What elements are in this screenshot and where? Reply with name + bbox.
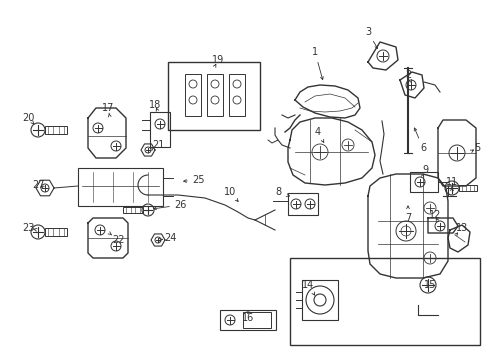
Bar <box>229 74 245 116</box>
Text: 17: 17 <box>102 103 114 113</box>
Bar <box>220 310 276 330</box>
Text: 11: 11 <box>446 177 458 187</box>
Text: 27: 27 <box>32 180 44 190</box>
Bar <box>410 172 438 192</box>
Text: 16: 16 <box>242 313 254 323</box>
Bar <box>123 207 143 213</box>
Text: 4: 4 <box>315 127 321 137</box>
Text: 23: 23 <box>22 223 34 233</box>
Text: 15: 15 <box>424 280 436 290</box>
Bar <box>288 193 318 215</box>
Text: 21: 21 <box>152 140 164 150</box>
Text: 13: 13 <box>456 223 468 233</box>
Bar <box>302 280 338 320</box>
Bar <box>290 258 480 345</box>
Text: 12: 12 <box>429 210 441 220</box>
Bar <box>78 168 163 206</box>
Bar <box>185 74 201 116</box>
Text: 1: 1 <box>312 47 318 57</box>
Bar <box>168 62 260 130</box>
Text: 26: 26 <box>174 200 186 210</box>
Text: 24: 24 <box>164 233 176 243</box>
Bar <box>45 228 67 236</box>
Text: 6: 6 <box>420 143 426 153</box>
Text: 2: 2 <box>405 70 411 80</box>
Text: 7: 7 <box>405 213 411 223</box>
Text: 25: 25 <box>192 175 204 185</box>
Text: 19: 19 <box>212 55 224 65</box>
Text: 14: 14 <box>302 280 314 290</box>
Bar <box>459 185 477 191</box>
Text: 9: 9 <box>422 165 428 175</box>
Bar <box>45 126 67 134</box>
Text: 8: 8 <box>275 187 281 197</box>
Bar <box>243 312 271 328</box>
Bar <box>207 74 223 116</box>
Text: 10: 10 <box>224 187 236 197</box>
Text: 20: 20 <box>22 113 34 123</box>
Text: 18: 18 <box>149 100 161 110</box>
Bar <box>150 112 170 147</box>
Text: 5: 5 <box>474 143 480 153</box>
Text: 22: 22 <box>112 235 124 245</box>
Text: 3: 3 <box>365 27 371 37</box>
